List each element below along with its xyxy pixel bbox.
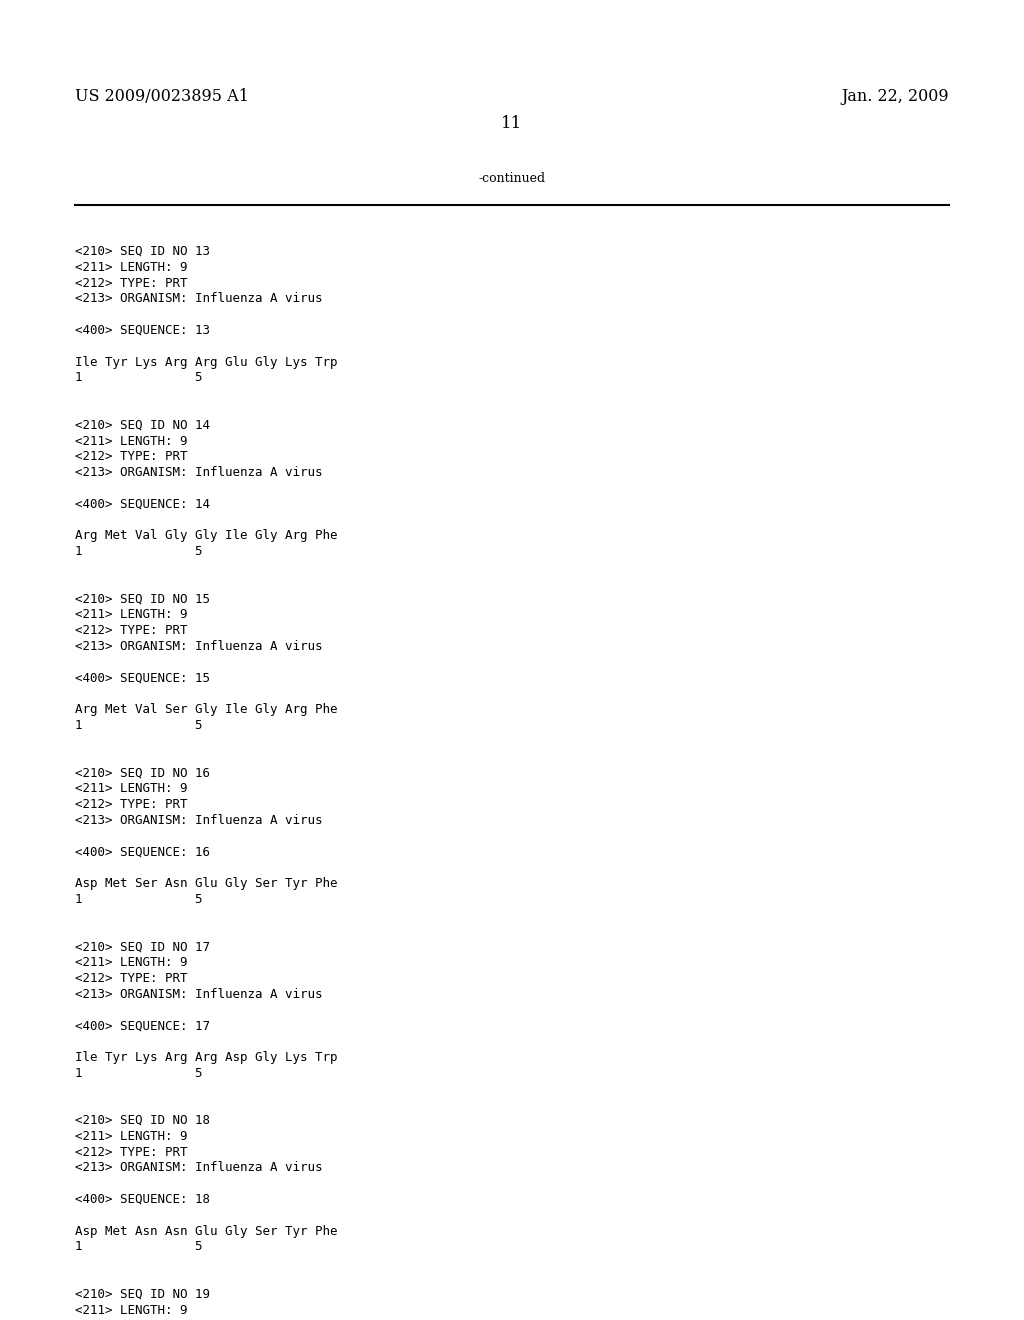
- Text: <211> LENGTH: 9: <211> LENGTH: 9: [75, 609, 187, 622]
- Text: Arg Met Val Gly Gly Ile Gly Arg Phe: Arg Met Val Gly Gly Ile Gly Arg Phe: [75, 529, 338, 543]
- Text: <213> ORGANISM: Influenza A virus: <213> ORGANISM: Influenza A virus: [75, 987, 323, 1001]
- Text: <213> ORGANISM: Influenza A virus: <213> ORGANISM: Influenza A virus: [75, 814, 323, 826]
- Text: 11: 11: [502, 115, 522, 132]
- Text: Asp Met Ser Asn Glu Gly Ser Tyr Phe: Asp Met Ser Asn Glu Gly Ser Tyr Phe: [75, 876, 338, 890]
- Text: <210> SEQ ID NO 19: <210> SEQ ID NO 19: [75, 1288, 210, 1300]
- Text: <210> SEQ ID NO 16: <210> SEQ ID NO 16: [75, 767, 210, 779]
- Text: <212> TYPE: PRT: <212> TYPE: PRT: [75, 1146, 187, 1159]
- Text: 1               5: 1 5: [75, 1067, 203, 1080]
- Text: 1               5: 1 5: [75, 545, 203, 558]
- Text: US 2009/0023895 A1: US 2009/0023895 A1: [75, 88, 249, 106]
- Text: <212> TYPE: PRT: <212> TYPE: PRT: [75, 799, 187, 810]
- Text: <211> LENGTH: 9: <211> LENGTH: 9: [75, 434, 187, 447]
- Text: Ile Tyr Lys Arg Arg Glu Gly Lys Trp: Ile Tyr Lys Arg Arg Glu Gly Lys Trp: [75, 355, 338, 368]
- Text: Ile Tyr Lys Arg Arg Asp Gly Lys Trp: Ile Tyr Lys Arg Arg Asp Gly Lys Trp: [75, 1051, 338, 1064]
- Text: Asp Met Asn Asn Glu Gly Ser Tyr Phe: Asp Met Asn Asn Glu Gly Ser Tyr Phe: [75, 1225, 338, 1238]
- Text: <400> SEQUENCE: 16: <400> SEQUENCE: 16: [75, 845, 210, 858]
- Text: <211> LENGTH: 9: <211> LENGTH: 9: [75, 261, 187, 273]
- Text: 1               5: 1 5: [75, 371, 203, 384]
- Text: <210> SEQ ID NO 17: <210> SEQ ID NO 17: [75, 940, 210, 953]
- Text: 1               5: 1 5: [75, 892, 203, 906]
- Text: <400> SEQUENCE: 15: <400> SEQUENCE: 15: [75, 672, 210, 685]
- Text: <211> LENGTH: 9: <211> LENGTH: 9: [75, 783, 187, 795]
- Text: <212> TYPE: PRT: <212> TYPE: PRT: [75, 450, 187, 463]
- Text: <213> ORGANISM: Influenza A virus: <213> ORGANISM: Influenza A virus: [75, 1162, 323, 1175]
- Text: <213> ORGANISM: Influenza A virus: <213> ORGANISM: Influenza A virus: [75, 293, 323, 305]
- Text: <211> LENGTH: 9: <211> LENGTH: 9: [75, 956, 187, 969]
- Text: <400> SEQUENCE: 13: <400> SEQUENCE: 13: [75, 323, 210, 337]
- Text: <211> LENGTH: 9: <211> LENGTH: 9: [75, 1304, 187, 1316]
- Text: <212> TYPE: PRT: <212> TYPE: PRT: [75, 972, 187, 985]
- Text: <213> ORGANISM: Influenza A virus: <213> ORGANISM: Influenza A virus: [75, 466, 323, 479]
- Text: <400> SEQUENCE: 14: <400> SEQUENCE: 14: [75, 498, 210, 511]
- Text: <213> ORGANISM: Influenza A virus: <213> ORGANISM: Influenza A virus: [75, 640, 323, 653]
- Text: -continued: -continued: [478, 172, 546, 185]
- Text: Jan. 22, 2009: Jan. 22, 2009: [842, 88, 949, 106]
- Text: <211> LENGTH: 9: <211> LENGTH: 9: [75, 1130, 187, 1143]
- Text: <212> TYPE: PRT: <212> TYPE: PRT: [75, 624, 187, 638]
- Text: Arg Met Val Ser Gly Ile Gly Arg Phe: Arg Met Val Ser Gly Ile Gly Arg Phe: [75, 704, 338, 717]
- Text: <212> TYPE: PRT: <212> TYPE: PRT: [75, 277, 187, 289]
- Text: <210> SEQ ID NO 18: <210> SEQ ID NO 18: [75, 1114, 210, 1127]
- Text: <400> SEQUENCE: 18: <400> SEQUENCE: 18: [75, 1193, 210, 1206]
- Text: <210> SEQ ID NO 13: <210> SEQ ID NO 13: [75, 246, 210, 257]
- Text: <210> SEQ ID NO 15: <210> SEQ ID NO 15: [75, 593, 210, 606]
- Text: 1               5: 1 5: [75, 1241, 203, 1254]
- Text: <400> SEQUENCE: 17: <400> SEQUENCE: 17: [75, 1019, 210, 1032]
- Text: <210> SEQ ID NO 14: <210> SEQ ID NO 14: [75, 418, 210, 432]
- Text: 1               5: 1 5: [75, 719, 203, 733]
